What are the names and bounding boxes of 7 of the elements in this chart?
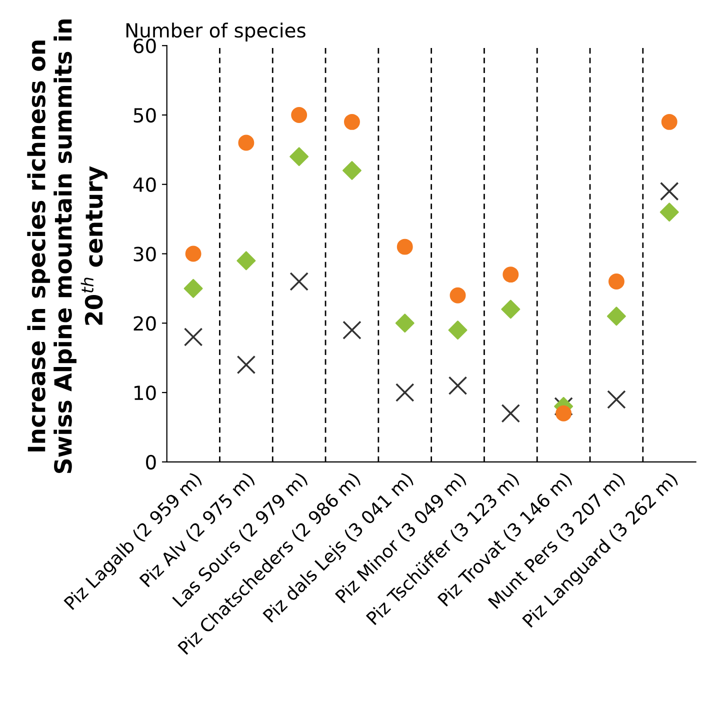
text: Increase in species richness on Swiss Alpine mountain summits in 20$^{th}$ century	[27, 19, 108, 473]
y-tick-label: 30	[134, 246, 156, 262]
y-tick-label: 40	[133, 177, 156, 192]
y-tick-label: 10	[134, 385, 156, 400]
y-tick-label: 50	[134, 108, 156, 123]
y-tick-label: 0	[146, 454, 156, 470]
y-tick-label: 20	[134, 316, 156, 331]
